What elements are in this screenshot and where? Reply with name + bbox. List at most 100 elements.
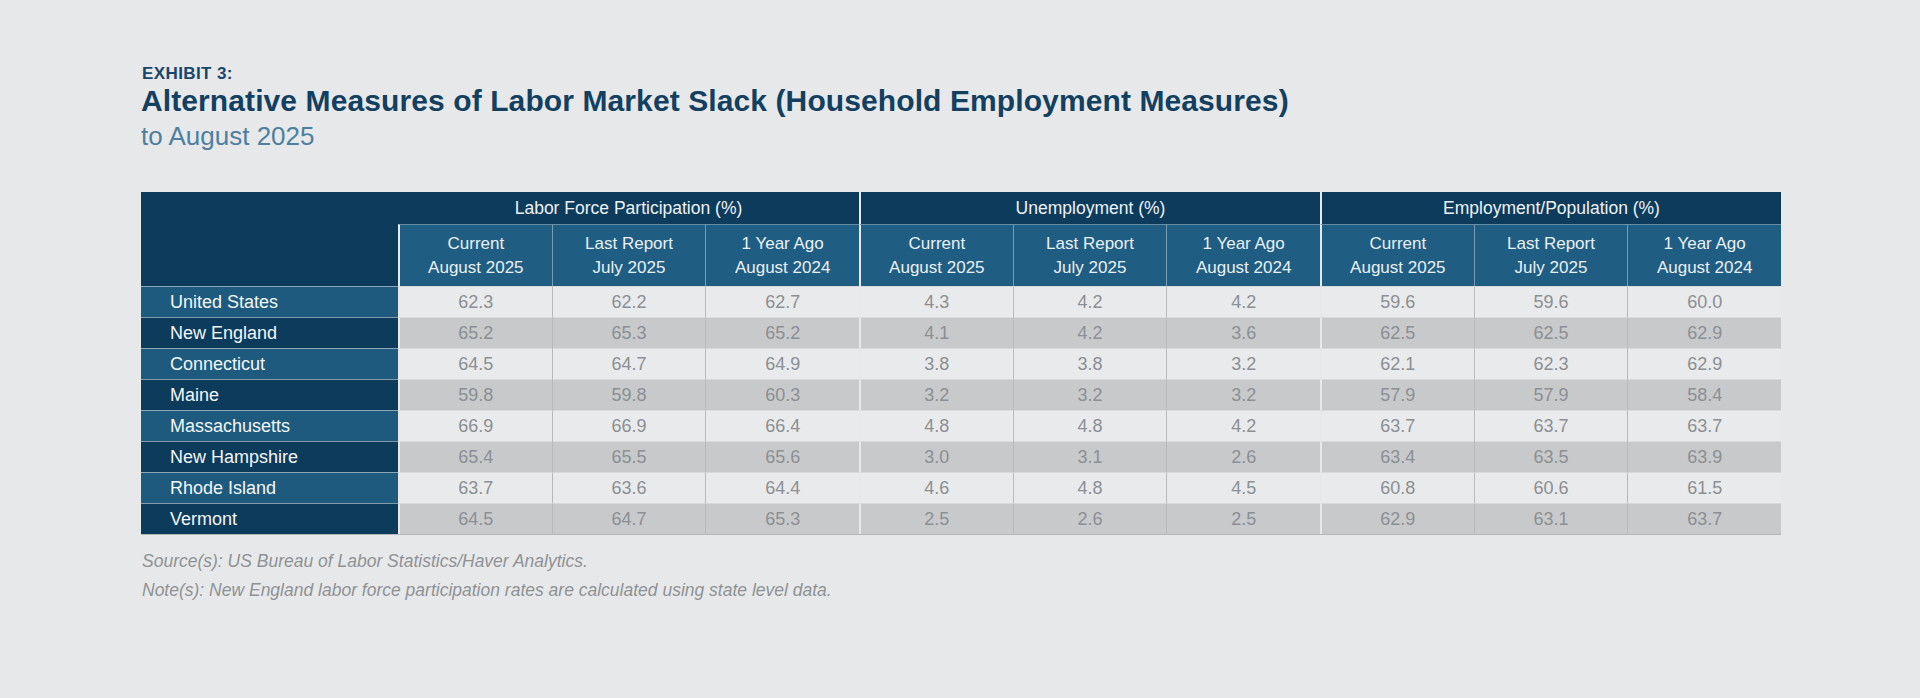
data-cell: 63.6: [552, 472, 706, 503]
data-cell: 62.3: [398, 286, 552, 317]
column-header-last-report: Last Report July 2025: [1474, 224, 1628, 286]
data-cell: 3.0: [859, 441, 1013, 472]
data-cell: 59.8: [552, 379, 706, 410]
data-cell: 4.2: [1166, 286, 1320, 317]
data-cell: 3.2: [859, 379, 1013, 410]
data-cell: 4.8: [1013, 410, 1167, 441]
data-cell: 66.9: [552, 410, 706, 441]
table-notes: Source(s): US Bureau of Labor Statistics…: [142, 547, 832, 605]
data-cell: 66.9: [398, 410, 552, 441]
row-label: Maine: [141, 379, 398, 410]
column-header-last-report: Last Report July 2025: [552, 224, 706, 286]
column-header-last-report: Last Report July 2025: [1013, 224, 1167, 286]
data-cell: 4.8: [859, 410, 1013, 441]
data-cell: 62.2: [552, 286, 706, 317]
data-table: Labor Force Participation (%) Unemployme…: [141, 192, 1781, 535]
data-cell: 64.7: [552, 503, 706, 534]
data-cell: 4.3: [859, 286, 1013, 317]
data-cell: 64.5: [398, 348, 552, 379]
data-cell: 62.5: [1320, 317, 1474, 348]
data-cell: 4.6: [859, 472, 1013, 503]
data-cell: 63.5: [1474, 441, 1628, 472]
column-group-employment-population: Employment/Population (%): [1320, 192, 1781, 224]
data-cell: 4.1: [859, 317, 1013, 348]
data-cell: 65.2: [398, 317, 552, 348]
data-cell: 3.1: [1013, 441, 1167, 472]
column-header-1-year-ago: 1 Year Ago August 2024: [1166, 224, 1320, 286]
data-cell: 62.9: [1627, 348, 1781, 379]
data-cell: 3.2: [1166, 379, 1320, 410]
row-label: Vermont: [141, 503, 398, 534]
column-header-current: Current August 2025: [1320, 224, 1474, 286]
row-label: Rhode Island: [141, 472, 398, 503]
data-cell: 3.2: [1166, 348, 1320, 379]
data-cell: 57.9: [1474, 379, 1628, 410]
data-cell: 60.8: [1320, 472, 1474, 503]
data-cell: 63.9: [1627, 441, 1781, 472]
data-cell: 64.9: [705, 348, 859, 379]
data-cell: 65.3: [552, 317, 706, 348]
data-cell: 62.9: [1320, 503, 1474, 534]
data-cell: 59.8: [398, 379, 552, 410]
data-cell: 63.7: [398, 472, 552, 503]
report-subtitle: to August 2025: [141, 121, 314, 152]
data-cell: 62.1: [1320, 348, 1474, 379]
exhibit-label: EXHIBIT 3:: [142, 64, 233, 84]
column-header-current: Current August 2025: [859, 224, 1013, 286]
data-cell: 62.5: [1474, 317, 1628, 348]
data-cell: 4.2: [1013, 317, 1167, 348]
data-cell: 65.2: [705, 317, 859, 348]
page-title: Alternative Measures of Labor Market Sla…: [141, 84, 1289, 118]
data-cell: 3.2: [1013, 379, 1167, 410]
data-cell: 64.5: [398, 503, 552, 534]
row-label: Connecticut: [141, 348, 398, 379]
column-group-unemployment: Unemployment (%): [859, 192, 1320, 224]
data-cell: 65.3: [705, 503, 859, 534]
data-cell: 63.7: [1627, 503, 1781, 534]
data-cell: 3.6: [1166, 317, 1320, 348]
data-cell: 62.9: [1627, 317, 1781, 348]
data-cell: 3.8: [859, 348, 1013, 379]
data-cell: 4.5: [1166, 472, 1320, 503]
data-cell: 60.6: [1474, 472, 1628, 503]
column-group-labor-force-participation: Labor Force Participation (%): [398, 192, 859, 224]
data-cell: 63.4: [1320, 441, 1474, 472]
data-cell: 57.9: [1320, 379, 1474, 410]
data-cell: 4.8: [1013, 472, 1167, 503]
data-cell: 4.2: [1166, 410, 1320, 441]
column-header-1-year-ago: 1 Year Ago August 2024: [1627, 224, 1781, 286]
source-note: Source(s): US Bureau of Labor Statistics…: [142, 547, 832, 576]
data-cell: 2.6: [1013, 503, 1167, 534]
data-cell: 62.7: [705, 286, 859, 317]
data-cell: 3.8: [1013, 348, 1167, 379]
data-cell: 59.6: [1320, 286, 1474, 317]
row-label: New Hampshire: [141, 441, 398, 472]
data-cell: 60.0: [1627, 286, 1781, 317]
row-label: New England: [141, 317, 398, 348]
row-label: United States: [141, 286, 398, 317]
data-cell: 2.5: [859, 503, 1013, 534]
data-cell: 61.5: [1627, 472, 1781, 503]
data-cell: 65.4: [398, 441, 552, 472]
data-cell: 63.1: [1474, 503, 1628, 534]
data-cell: 65.6: [705, 441, 859, 472]
data-cell: 2.5: [1166, 503, 1320, 534]
data-cell: 64.4: [705, 472, 859, 503]
data-cell: 59.6: [1474, 286, 1628, 317]
data-cell: 4.2: [1013, 286, 1167, 317]
methodology-note: Note(s): New England labor force partici…: [142, 576, 832, 605]
data-cell: 60.3: [705, 379, 859, 410]
data-cell: 58.4: [1627, 379, 1781, 410]
column-header-1-year-ago: 1 Year Ago August 2024: [705, 224, 859, 286]
table-corner-cell: [141, 192, 398, 286]
data-cell: 63.7: [1320, 410, 1474, 441]
data-cell: 62.3: [1474, 348, 1628, 379]
data-cell: 66.4: [705, 410, 859, 441]
data-cell: 63.7: [1474, 410, 1628, 441]
data-cell: 65.5: [552, 441, 706, 472]
data-cell: 63.7: [1627, 410, 1781, 441]
row-label: Massachusetts: [141, 410, 398, 441]
data-cell: 64.7: [552, 348, 706, 379]
data-cell: 2.6: [1166, 441, 1320, 472]
column-header-current: Current August 2025: [398, 224, 552, 286]
